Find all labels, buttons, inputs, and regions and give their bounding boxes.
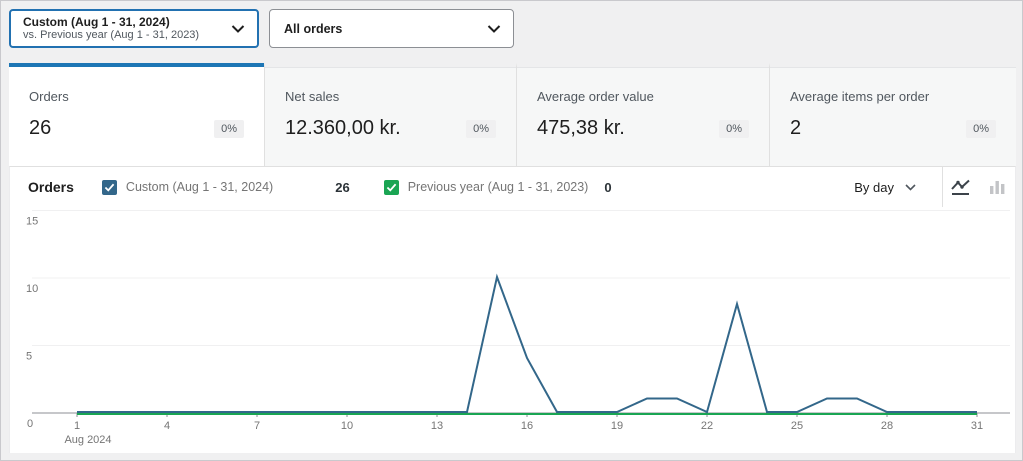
chevron-down-icon xyxy=(905,183,916,191)
tile-average-order-value[interactable]: Average order value 475,38 kr. 0% xyxy=(516,63,769,166)
date-range-dropdown[interactable]: Custom (Aug 1 - 31, 2024) vs. Previous y… xyxy=(9,9,259,48)
checkbox-previous-period[interactable] xyxy=(383,179,399,195)
svg-text:15: 15 xyxy=(26,216,38,228)
tile-label: Orders xyxy=(29,89,69,104)
chevron-down-icon xyxy=(487,24,501,33)
svg-text:31: 31 xyxy=(971,420,983,432)
legend-total-current: 26 xyxy=(335,179,350,195)
legend-item-current: Custom (Aug 1 - 31, 2024) xyxy=(101,179,274,195)
legend-label: Previous year (Aug 1 - 31, 2023) xyxy=(407,180,589,194)
divider xyxy=(942,166,943,208)
bar-chart-icon[interactable] xyxy=(979,167,1015,207)
tile-value: 26 xyxy=(29,117,52,139)
date-range-secondary: vs. Previous year (Aug 1 - 31, 2023) xyxy=(23,29,200,41)
tile-value: 12.360,00 kr. xyxy=(285,117,401,139)
legend-label: Custom (Aug 1 - 31, 2024) xyxy=(125,180,274,194)
svg-text:16: 16 xyxy=(521,420,533,432)
tile-value: 475,38 kr. xyxy=(537,117,625,139)
svg-text:13: 13 xyxy=(431,420,443,432)
delta-badge: 0% xyxy=(966,119,996,138)
check-icon xyxy=(386,183,396,192)
order-filter-dropdown[interactable]: All orders xyxy=(269,9,514,48)
interval-value: By day xyxy=(854,179,894,195)
orders-line-chart[interactable]: 5 10 15 0 1 4 7 10 13 16 19 22 25 28 31 Aug 2024 xyxy=(9,207,1016,453)
checkbox-current-period[interactable] xyxy=(101,179,117,195)
tile-label: Average order value xyxy=(537,89,654,104)
svg-text:5: 5 xyxy=(26,351,32,363)
tile-label: Net sales xyxy=(285,89,340,104)
summary-tiles: Orders 26 0% Net sales 12.360,00 kr. 0% … xyxy=(9,63,1016,166)
svg-text:4: 4 xyxy=(164,420,170,432)
chevron-down-icon xyxy=(231,24,245,33)
interval-dropdown[interactable]: By day xyxy=(854,180,916,195)
check-icon xyxy=(104,183,115,192)
line-chart-icon[interactable] xyxy=(943,167,979,207)
svg-text:1: 1 xyxy=(74,420,80,432)
delta-badge: 0% xyxy=(719,119,749,138)
tile-label: Average items per order xyxy=(790,89,930,104)
chart-title: Orders xyxy=(28,179,74,195)
svg-text:25: 25 xyxy=(791,420,803,432)
svg-text:0: 0 xyxy=(27,418,33,430)
svg-text:10: 10 xyxy=(26,283,38,295)
chart-header: Orders Custom (Aug 1 - 31, 2024) 26 Prev… xyxy=(9,166,1016,208)
legend-item-previous: Previous year (Aug 1 - 31, 2023) xyxy=(383,179,589,195)
delta-badge: 0% xyxy=(466,119,496,138)
chart-type-switcher xyxy=(943,167,1015,207)
tile-average-items-per-order[interactable]: Average items per order 2 0% xyxy=(769,63,1016,166)
svg-text:7: 7 xyxy=(254,420,260,432)
svg-text:19: 19 xyxy=(611,420,623,432)
tile-orders[interactable]: Orders 26 0% xyxy=(9,63,264,166)
tile-net-sales[interactable]: Net sales 12.360,00 kr. 0% xyxy=(264,63,516,166)
analytics-toolbar: Custom (Aug 1 - 31, 2024) vs. Previous y… xyxy=(9,9,514,48)
order-filter-value: All orders xyxy=(284,21,343,36)
delta-badge: 0% xyxy=(214,119,244,138)
svg-text:22: 22 xyxy=(701,420,713,432)
legend-total-previous: 0 xyxy=(604,179,612,195)
svg-text:Aug 2024: Aug 2024 xyxy=(64,434,111,446)
svg-text:10: 10 xyxy=(341,420,353,432)
tile-value: 2 xyxy=(790,117,802,139)
date-range-primary: Custom (Aug 1 - 31, 2024) xyxy=(23,15,170,29)
svg-text:28: 28 xyxy=(881,420,893,432)
